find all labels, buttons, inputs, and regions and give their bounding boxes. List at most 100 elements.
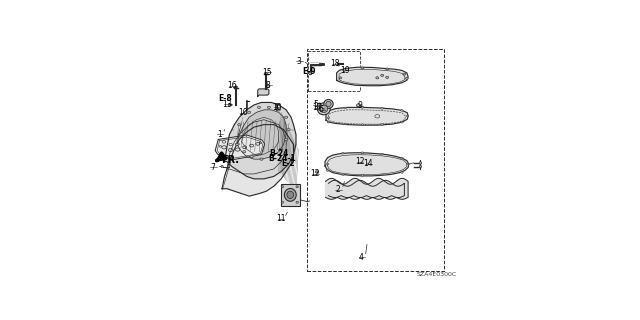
Polygon shape [337,67,408,86]
Text: E-8: E-8 [218,94,232,103]
Ellipse shape [296,201,298,203]
Ellipse shape [250,156,253,158]
Ellipse shape [326,163,329,165]
Text: 4: 4 [359,253,364,262]
Ellipse shape [280,148,283,150]
Ellipse shape [269,156,273,158]
Text: SZA4E0300C: SZA4E0300C [416,272,456,277]
Ellipse shape [386,76,388,78]
Ellipse shape [308,72,312,75]
Text: B-24: B-24 [269,149,289,158]
Ellipse shape [401,157,403,159]
Ellipse shape [243,151,246,153]
Ellipse shape [381,174,383,176]
Ellipse shape [342,174,344,176]
Ellipse shape [281,186,284,188]
Ellipse shape [327,121,330,123]
Polygon shape [326,178,408,199]
Bar [308,51,360,92]
Ellipse shape [361,67,364,69]
Text: 13: 13 [222,100,232,109]
Ellipse shape [381,153,383,155]
Polygon shape [225,102,296,179]
Text: 11: 11 [276,214,285,223]
Ellipse shape [361,152,364,154]
Ellipse shape [268,106,271,108]
Ellipse shape [406,163,409,165]
Text: 15: 15 [262,68,272,77]
Ellipse shape [361,124,364,125]
Ellipse shape [401,109,403,111]
Ellipse shape [236,143,239,146]
Ellipse shape [326,101,332,107]
Text: 18: 18 [331,59,340,68]
Ellipse shape [264,73,268,74]
Ellipse shape [326,170,329,171]
Ellipse shape [257,106,260,108]
Ellipse shape [406,115,408,117]
Ellipse shape [339,77,342,79]
Polygon shape [215,135,265,160]
Ellipse shape [361,107,364,108]
Ellipse shape [285,116,288,118]
Ellipse shape [356,104,360,107]
Ellipse shape [287,128,290,131]
Text: 5: 5 [314,100,319,109]
Ellipse shape [284,188,296,201]
Polygon shape [325,153,409,176]
Ellipse shape [317,103,330,115]
Text: 2: 2 [336,185,340,195]
Ellipse shape [235,86,237,88]
Text: 7: 7 [211,163,216,172]
Ellipse shape [386,68,388,70]
Text: 14: 14 [364,159,373,168]
Ellipse shape [401,172,403,173]
Ellipse shape [419,162,422,164]
Ellipse shape [381,108,383,109]
Text: E-9: E-9 [302,67,316,76]
Ellipse shape [324,100,333,108]
Text: B-24-1: B-24-1 [268,154,296,163]
Text: 6: 6 [319,105,324,114]
Ellipse shape [260,158,263,160]
Ellipse shape [361,174,364,176]
Text: 16: 16 [228,81,237,90]
Ellipse shape [344,123,346,125]
Ellipse shape [237,124,241,126]
Polygon shape [258,89,269,96]
Ellipse shape [419,165,422,168]
Ellipse shape [317,103,322,107]
Text: 1: 1 [217,130,222,139]
Ellipse shape [316,171,318,173]
Ellipse shape [376,77,379,79]
Ellipse shape [381,124,383,125]
Ellipse shape [401,121,403,123]
Text: 17: 17 [312,103,321,112]
Text: 9: 9 [357,101,362,110]
Text: FR.: FR. [221,155,239,165]
Ellipse shape [320,105,328,113]
Text: 8: 8 [266,81,271,90]
Ellipse shape [296,186,298,188]
Ellipse shape [381,74,384,76]
Ellipse shape [228,104,232,106]
Text: 3: 3 [297,57,301,66]
Ellipse shape [403,73,406,75]
Polygon shape [237,110,286,159]
Ellipse shape [327,117,330,119]
Ellipse shape [342,152,344,154]
Ellipse shape [248,111,251,113]
Text: 10: 10 [272,103,282,112]
Ellipse shape [281,201,284,203]
Polygon shape [328,180,404,197]
Ellipse shape [337,64,340,66]
Ellipse shape [344,107,346,109]
Ellipse shape [285,138,288,140]
Text: 12: 12 [310,169,320,179]
Bar [281,184,300,206]
Text: E-2: E-2 [281,159,295,168]
Ellipse shape [405,77,408,79]
Bar [307,49,444,270]
Polygon shape [222,124,294,196]
Ellipse shape [287,191,294,198]
